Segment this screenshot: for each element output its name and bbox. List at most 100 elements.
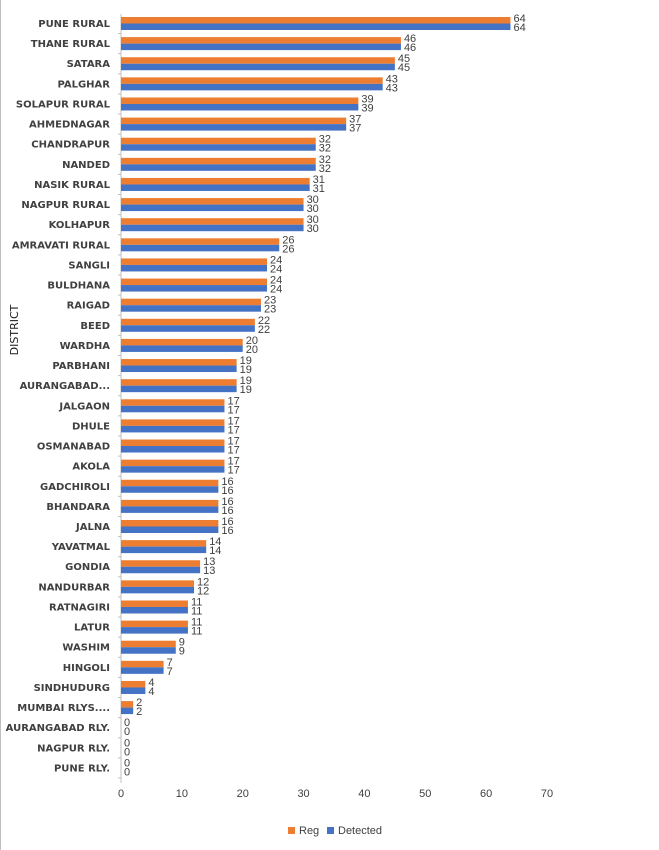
- data-label-detected: 0: [124, 726, 130, 738]
- data-label-reg: 20: [246, 335, 258, 347]
- category-label: BHANDARA: [46, 502, 110, 513]
- data-label-reg: 45: [398, 53, 410, 65]
- data-label-detected: 24: [270, 284, 282, 296]
- category-label: BULDHANA: [47, 281, 110, 292]
- bar-reg: [121, 157, 316, 165]
- category-label: YAVATMAL: [51, 542, 111, 553]
- data-label-reg: 4: [148, 677, 154, 689]
- data-label-reg: 32: [319, 154, 331, 166]
- bar-reg: [121, 560, 201, 567]
- bar-reg: [121, 57, 395, 64]
- bar-reg: [121, 278, 268, 286]
- data-label-detected: 64: [513, 22, 525, 34]
- data-label-reg: 24: [270, 275, 282, 287]
- data-label-reg: 11: [191, 596, 202, 608]
- bar-reg: [121, 177, 310, 185]
- bar-reg: [121, 218, 304, 225]
- data-label-detected: 16: [221, 525, 233, 537]
- category-label: NANDED: [62, 160, 110, 171]
- bar-reg: [121, 298, 261, 306]
- bar-detected: [121, 667, 164, 674]
- data-label-reg: 23: [264, 295, 276, 307]
- data-label-reg: 30: [307, 214, 319, 226]
- bar-reg: [121, 600, 188, 607]
- category-label: PALGHAR: [57, 79, 110, 90]
- data-label-detected: 32: [319, 163, 331, 175]
- data-label-reg: 16: [221, 516, 233, 528]
- category-label: SANGLI: [68, 260, 110, 271]
- bar-reg: [121, 117, 347, 125]
- bar-detected: [121, 23, 511, 30]
- data-label-reg: 64: [513, 13, 525, 25]
- data-label-detected: 0: [124, 766, 130, 778]
- data-label-detected: 22: [258, 324, 270, 336]
- bar-detected: [121, 244, 280, 252]
- category-label: MUMBAI RLYS....: [17, 703, 110, 714]
- bar-detected: [121, 506, 219, 513]
- category-label: GADCHIROLI: [40, 482, 110, 493]
- bar-detected: [121, 647, 176, 654]
- data-label-detected: 19: [240, 364, 252, 376]
- data-label-reg: 2: [136, 697, 142, 709]
- bar-detected: [121, 526, 219, 533]
- bar-detected: [121, 446, 225, 453]
- data-label-reg: 9: [179, 637, 185, 649]
- data-label-detected: 46: [404, 42, 416, 54]
- data-label-detected: 14: [209, 545, 221, 557]
- bar-detected: [121, 486, 219, 493]
- data-label-detected: 17: [227, 445, 239, 457]
- bar-detected: [121, 184, 310, 191]
- data-label-reg: 0: [124, 757, 130, 769]
- bar-detected: [121, 345, 243, 352]
- data-label-detected: 13: [203, 565, 215, 577]
- data-label-reg: 37: [349, 114, 361, 126]
- bar-reg: [121, 640, 176, 648]
- bar-detected: [121, 606, 188, 614]
- data-label-reg: 39: [361, 93, 373, 105]
- data-label-reg: 11: [191, 617, 202, 629]
- category-label: CHANDRAPUR: [31, 140, 110, 151]
- data-label-reg: 0: [124, 737, 130, 749]
- bar-detected: [121, 566, 201, 574]
- x-tick-label: 30: [297, 788, 309, 800]
- bar-detected: [121, 707, 134, 715]
- bar-detected: [121, 43, 401, 51]
- category-label: RATNAGIRI: [49, 602, 110, 613]
- bar-reg: [121, 459, 225, 467]
- category-label: PUNE RLY.: [54, 763, 110, 774]
- x-tick-label: 60: [480, 788, 492, 800]
- category-label: SATARA: [67, 59, 111, 70]
- category-label: NASIK RURAL: [34, 180, 111, 191]
- category-label: JALNA: [75, 522, 110, 533]
- data-label-reg: 13: [203, 556, 215, 568]
- data-label-detected: 4: [148, 686, 154, 698]
- category-label: THANE RURAL: [31, 39, 111, 50]
- category-label: AKOLA: [72, 462, 110, 473]
- category-label: SINDHUDURG: [34, 683, 110, 694]
- x-tick-label: 70: [541, 788, 553, 800]
- bar-detected: [121, 365, 237, 373]
- bar-detected: [121, 204, 304, 212]
- bar-reg: [121, 37, 401, 44]
- legend-label-reg: Reg: [299, 825, 319, 837]
- data-label-detected: 32: [319, 143, 331, 155]
- category-label: BEED: [80, 321, 110, 332]
- category-label: PUNE RURAL: [38, 19, 110, 30]
- category-label: WASHIM: [62, 643, 110, 654]
- category-label: DHULE: [72, 421, 110, 432]
- data-label-reg: 14: [209, 536, 221, 548]
- data-label-reg: 19: [240, 355, 252, 367]
- data-label-detected: 17: [227, 424, 239, 436]
- bar-reg: [121, 17, 511, 24]
- bar-reg: [121, 258, 268, 265]
- bar-reg: [121, 238, 280, 245]
- data-label-detected: 30: [307, 223, 319, 235]
- data-label-detected: 16: [221, 505, 233, 517]
- data-label-detected: 45: [398, 62, 410, 74]
- category-label: JALGAON: [58, 401, 110, 412]
- data-label-detected: 11: [191, 605, 202, 617]
- bar-reg: [121, 198, 304, 205]
- bar-reg: [121, 318, 255, 326]
